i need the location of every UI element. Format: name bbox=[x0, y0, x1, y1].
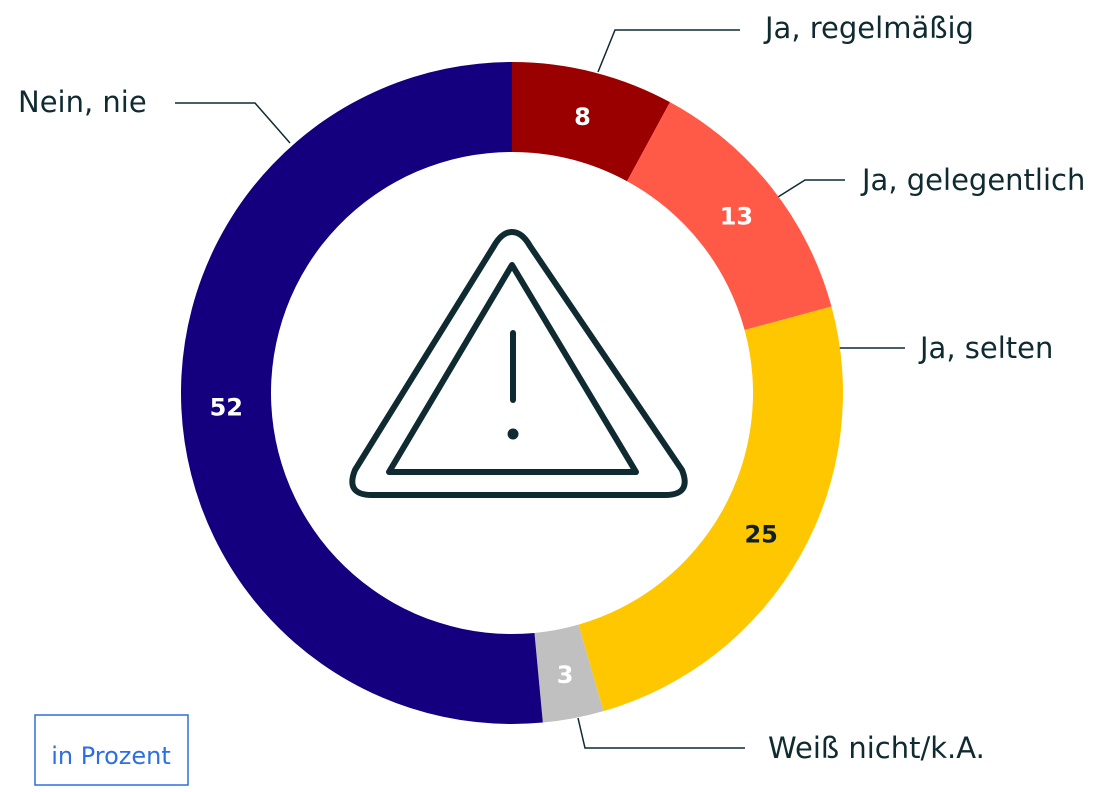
leader-line bbox=[777, 179, 845, 198]
category-label: Ja, gelegentlich bbox=[860, 163, 1085, 197]
donut-segment bbox=[534, 624, 604, 723]
category-label: Nein, nie bbox=[18, 85, 147, 119]
value-label: 3 bbox=[557, 661, 574, 689]
value-label: 25 bbox=[744, 520, 777, 548]
donut-segment bbox=[512, 62, 671, 182]
warning-icon bbox=[349, 229, 688, 498]
value-label: 13 bbox=[720, 203, 753, 231]
note-box bbox=[34, 714, 189, 786]
leader-line bbox=[175, 102, 291, 144]
note: in Prozent bbox=[51, 742, 171, 770]
leader-line bbox=[577, 717, 745, 749]
donut-segment bbox=[578, 306, 843, 712]
leader-line bbox=[597, 29, 740, 73]
category-label: Weiß nicht/k.A. bbox=[768, 731, 985, 765]
category-label: Ja, selten bbox=[918, 331, 1053, 365]
value-label: 8 bbox=[574, 103, 591, 131]
donut-segment bbox=[180, 62, 543, 724]
donut-segment bbox=[627, 102, 832, 331]
category-label: Ja, regelmäßig bbox=[763, 11, 974, 45]
value-label: 52 bbox=[210, 393, 243, 421]
